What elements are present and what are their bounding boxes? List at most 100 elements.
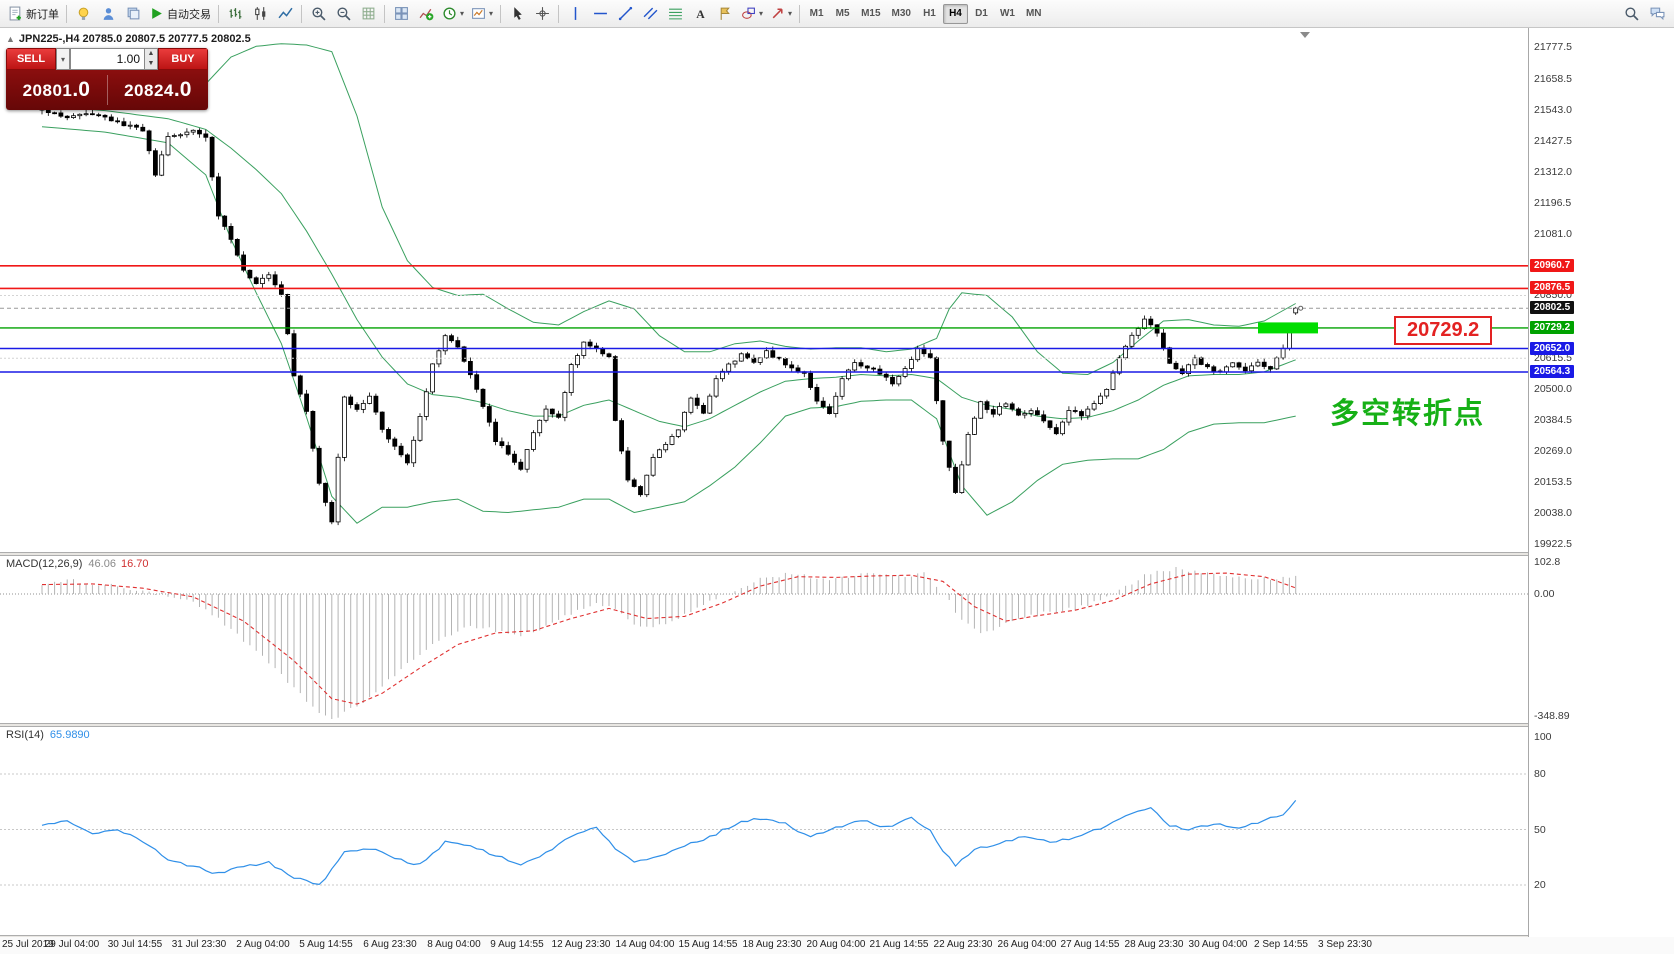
shapes-icon [742, 7, 755, 19]
new-order-icon [9, 6, 21, 21]
cursor-icon [513, 7, 522, 20]
indicators-button[interactable] [414, 3, 438, 25]
bar-chart-button[interactable] [223, 3, 247, 25]
text-button[interactable]: A [688, 3, 712, 25]
rsi-tick: 50 [1534, 824, 1546, 836]
profiles-button[interactable] [96, 3, 120, 25]
rsi-tick: 80 [1534, 768, 1546, 780]
channel-icon [643, 7, 657, 20]
label-button[interactable] [713, 3, 737, 25]
timeframe-m1-button[interactable]: M1 [809, 8, 824, 19]
horizontal-line-button[interactable] [588, 3, 612, 25]
line-chart-button[interactable] [273, 3, 297, 25]
buy-price[interactable]: 20824 .0 [108, 78, 209, 102]
expert-advisor-button[interactable] [71, 3, 95, 25]
buy-price-pips: .0 [173, 78, 192, 101]
price-badge: 20652.0 [1530, 342, 1575, 355]
one-click-collapse-arrow[interactable]: ▲ [6, 34, 15, 44]
trendline-button[interactable] [613, 3, 637, 25]
rsi-value: 65.9890 [49, 729, 90, 741]
panel-splitter[interactable] [0, 552, 1674, 556]
price-divider [106, 75, 108, 105]
timeframe-mn-button[interactable]: MN [1025, 8, 1042, 19]
vertical-line-button[interactable] [563, 3, 587, 25]
tile-windows-button[interactable] [389, 3, 413, 25]
timeframe-h1-button[interactable]: H1 [923, 8, 936, 19]
volume-dropdown[interactable]: ▾ [56, 48, 70, 70]
timeframe-m30-button[interactable]: M30 [891, 8, 911, 19]
time-label: 2 Sep 14:55 [1254, 939, 1308, 950]
sell-price[interactable]: 20801 .0 [6, 78, 107, 102]
toolbar-separator [500, 4, 502, 23]
price-badge: 20876.5 [1530, 281, 1575, 294]
sell-button[interactable]: SELL [6, 48, 56, 70]
price-axis-main: 21777.5 21658.5 21543.0 21427.5 21312.0 21196… [1529, 28, 1674, 552]
new-order-button[interactable]: 新订单 [5, 3, 62, 25]
time-label: 30 Aug 04:00 [1188, 939, 1248, 950]
cursor-button[interactable] [505, 3, 529, 25]
crosshair-button[interactable] [530, 3, 554, 25]
timeframe-w1-button[interactable]: W1 [999, 8, 1015, 19]
time-label: 27 Aug 14:55 [1060, 939, 1120, 950]
price-tick: 20038.0 [1534, 507, 1572, 519]
macd-tick: 0.00 [1534, 588, 1555, 600]
toolbar-separator [66, 4, 67, 23]
fibonacci-button[interactable] [663, 3, 687, 25]
zoom-in-button[interactable] [306, 3, 330, 25]
price-axis[interactable]: 21777.5 21658.5 21543.0 21427.5 21312.0 21196… [1528, 28, 1674, 937]
volume-stepper: ▲ ▼ [145, 48, 158, 70]
grid-button[interactable] [356, 3, 380, 25]
time-label: 20 Aug 04:00 [806, 939, 866, 950]
templates-button[interactable]: ▾ [468, 3, 496, 25]
candles-series [39, 106, 1299, 526]
buy-price-main: 20824 [124, 81, 174, 100]
chevron-down-icon: ▾ [788, 9, 793, 18]
chart-shift-marker[interactable] [1300, 32, 1310, 38]
highlight-level-segment[interactable] [1258, 322, 1318, 334]
bollinger-upper-band [41, 43, 1296, 376]
chat-button[interactable] [1645, 3, 1669, 25]
periods-button[interactable]: ▾ [439, 3, 467, 25]
zoom-out-button[interactable] [331, 3, 355, 25]
panel-splitter[interactable] [0, 935, 1674, 937]
rsi-tick: 20 [1534, 879, 1546, 891]
new-order-button-label: 新订单 [26, 8, 59, 21]
volume-input[interactable]: 1.00 [70, 48, 145, 70]
line-icon [277, 7, 293, 19]
grid-icon [362, 7, 374, 20]
svg-text:A: A [696, 8, 705, 21]
auto-trading-button[interactable]: 自动交易 [146, 3, 214, 25]
candlestick-chart-button[interactable] [248, 3, 272, 25]
time-label: 6 Aug 23:30 [363, 939, 417, 950]
timeframe-m15-button[interactable]: M15 [861, 8, 881, 19]
auto-trading-button-label: 自动交易 [167, 8, 211, 21]
template-icon [472, 8, 485, 19]
indicator-plus-icon [419, 8, 433, 21]
arrows-button[interactable]: ▾ [767, 3, 795, 25]
chevron-down-icon: ▾ [489, 9, 494, 18]
price-chart[interactable] [0, 28, 1528, 552]
time-label: 8 Aug 04:00 [427, 939, 481, 950]
volume-up-button[interactable]: ▲ [145, 49, 157, 59]
chat-icon [1650, 7, 1664, 21]
timeframe-d1-button[interactable]: D1 [975, 8, 988, 19]
price-badge: 20960.7 [1530, 259, 1575, 272]
timeframe-m5-button[interactable]: M5 [835, 8, 850, 19]
search-button[interactable] [1619, 3, 1643, 25]
time-axis[interactable]: 25 Jul 2019 29 Jul 04:00 30 Jul 14:55 31 Ju… [0, 937, 1674, 954]
price-tick: 20384.5 [1534, 414, 1572, 426]
price-tick: 21658.5 [1534, 73, 1572, 85]
timeframe-h4-button[interactable]: H4 [942, 3, 968, 24]
macd-tick: -348.89 [1534, 710, 1570, 722]
shapes-button[interactable]: ▾ [738, 3, 766, 25]
volume-down-button[interactable]: ▼ [145, 59, 157, 69]
chart-windows-button[interactable] [121, 3, 145, 25]
rsi-chart[interactable] [0, 727, 1528, 935]
price-axis-macd: 102.8 0.00 -348.89 [1529, 556, 1674, 723]
panel-splitter[interactable] [0, 723, 1674, 727]
channel-button[interactable] [638, 3, 662, 25]
last-price-marker [1298, 305, 1304, 311]
bars-icon [229, 8, 241, 19]
buy-button[interactable]: BUY [158, 48, 208, 70]
macd-chart[interactable] [0, 556, 1528, 723]
